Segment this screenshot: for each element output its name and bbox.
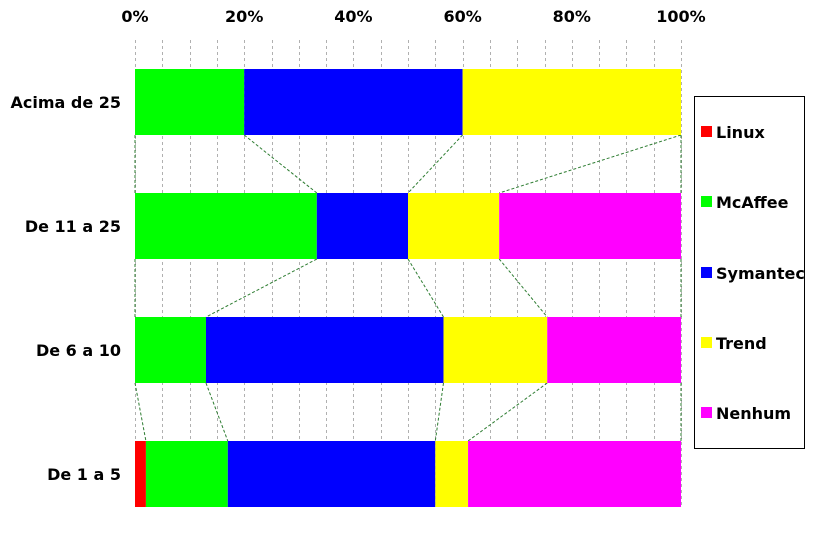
x-tick-label: 40% (334, 7, 372, 26)
bar-segment-mcaffee (135, 193, 317, 259)
x-tick-label: 20% (225, 7, 263, 26)
category-label: De 11 a 25 (25, 217, 121, 236)
category-label: De 1 a 5 (47, 465, 121, 484)
series-connector (205, 258, 318, 318)
category-labels: Acima de 25 De 11 a 25 De 6 a 10 De 1 a 5 (10, 93, 121, 484)
legend-label: Nenhum (716, 404, 791, 423)
series-connector (134, 382, 147, 442)
legend-swatch-symantec (701, 267, 712, 278)
bar-segment-nenhum (499, 193, 681, 259)
bar-segment-symantec (205, 317, 444, 383)
x-tick-labels: 0% 20% 40% 60% 80% 100% (121, 7, 705, 26)
legend-swatch-trend (701, 337, 712, 348)
bar-segment-nenhum (547, 317, 681, 383)
bar-segment-symantec (244, 69, 463, 135)
series-connector (499, 134, 682, 194)
bar-segment-mcaffee (145, 441, 228, 507)
bar-segment-symantec (316, 193, 408, 259)
series-connector (498, 258, 548, 318)
bar-segment-trend (462, 69, 681, 135)
legend-swatch-nenhum (701, 407, 712, 418)
series-connector (407, 134, 463, 194)
x-tick-label: 80% (553, 7, 591, 26)
legend-swatch-mcaffee (701, 196, 712, 207)
legend-label: McAffee (716, 193, 789, 212)
bars (135, 69, 681, 507)
category-label: Acima de 25 (10, 93, 121, 112)
legend-swatch-linux (701, 126, 712, 137)
x-tick-label: 100% (656, 7, 705, 26)
series-connector (467, 382, 548, 442)
bar-segment-linux (135, 441, 146, 507)
x-tick-label: 60% (443, 7, 481, 26)
bar-segment-nenhum (468, 441, 681, 507)
x-tick-label: 0% (121, 7, 148, 26)
bar-segment-symantec (227, 441, 436, 507)
bar-segment-mcaffee (135, 317, 206, 383)
series-connector (407, 258, 444, 318)
legend-label: Trend (716, 334, 767, 353)
legend: Linux McAffee Symantec Trend Nenhum (694, 96, 805, 449)
legend-box (694, 96, 805, 449)
bar-segment-mcaffee (135, 69, 245, 135)
legend-label: Symantec (716, 264, 805, 283)
series-connector (243, 134, 318, 194)
bar-segment-trend (443, 317, 548, 383)
legend-label: Linux (716, 123, 765, 142)
series-connector (434, 382, 444, 442)
bar-segment-trend (435, 441, 469, 507)
series-connectors (134, 134, 682, 442)
bar-segment-trend (408, 193, 500, 259)
category-label: De 6 a 10 (36, 341, 121, 360)
series-connector (205, 382, 229, 442)
